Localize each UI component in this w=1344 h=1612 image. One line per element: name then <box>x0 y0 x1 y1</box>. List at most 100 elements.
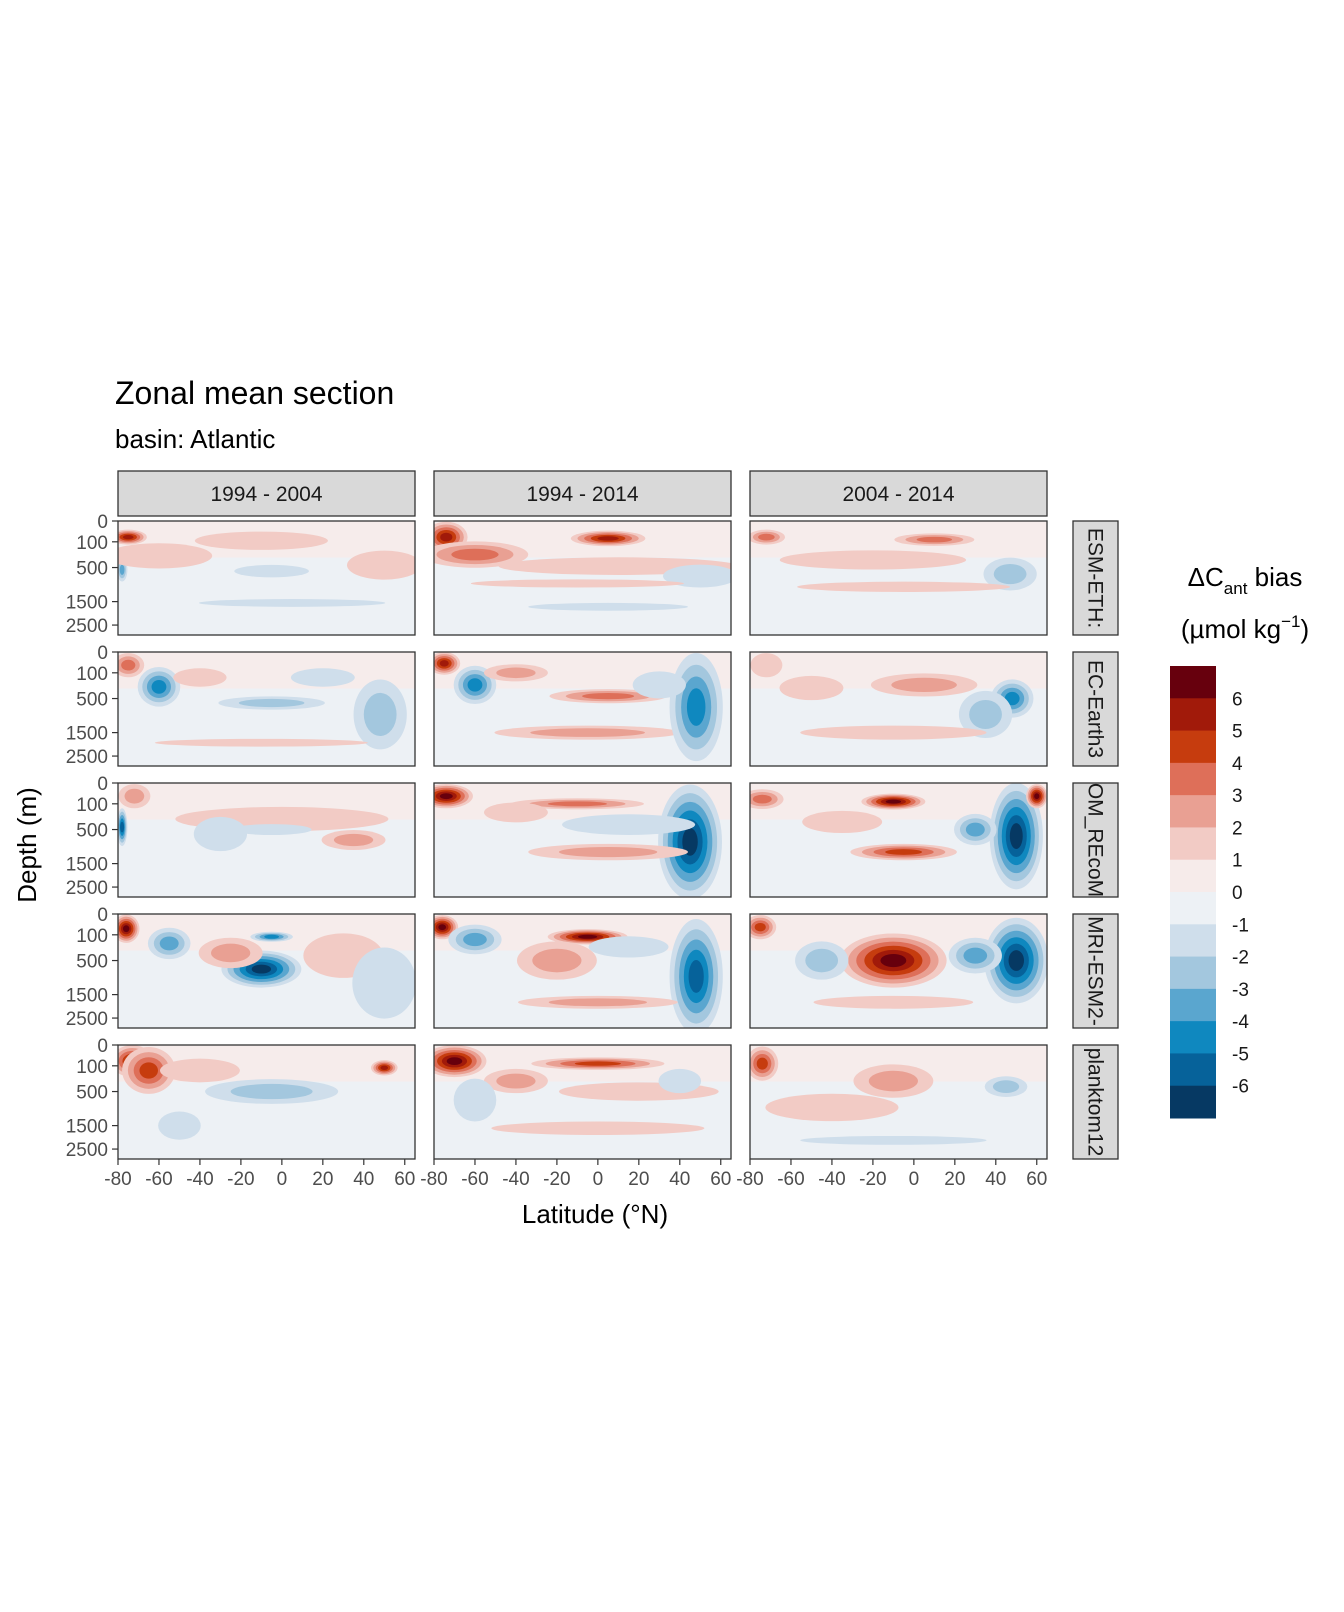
row-strip-label: MRI-ESM2- <box>1084 916 1107 1026</box>
anomaly-3 <box>510 798 644 810</box>
x-tick-label: -80 <box>104 1169 131 1190</box>
anomaly-0 <box>118 529 147 545</box>
anomaly-0 <box>434 652 461 675</box>
y-tick-label: 100 <box>76 533 108 554</box>
legend-swatch <box>1170 1053 1216 1087</box>
panel-border <box>117 1044 416 1160</box>
x-tick-label: 0 <box>277 1169 288 1190</box>
legend-swatch <box>1170 1085 1216 1119</box>
anomaly-3 <box>516 941 597 980</box>
anomaly-2 <box>779 550 967 570</box>
anomaly-2 <box>483 1068 548 1094</box>
contour-level <box>159 1058 240 1083</box>
legend-label: -3 <box>1232 980 1249 1001</box>
legend-label: 6 <box>1232 689 1243 710</box>
contour-level <box>118 543 213 569</box>
contour-level <box>582 693 635 700</box>
panel-r4-c0 <box>118 1045 415 1159</box>
column-strip: 2004 - 2014 <box>749 470 1048 517</box>
contour-level <box>440 532 453 542</box>
contour-level <box>880 953 907 968</box>
contour-level <box>632 671 686 699</box>
anomaly-4 <box>198 937 263 969</box>
contour-level <box>122 925 130 933</box>
x-tick-label: -20 <box>859 1169 886 1190</box>
contour-level <box>483 802 548 823</box>
legend-unit: (µmol kg−1) <box>1181 612 1309 644</box>
panel-r1-c2 <box>750 652 1047 766</box>
contour-level <box>154 738 368 747</box>
y-tick-label: 0 <box>97 643 108 664</box>
anomaly-2 <box>218 696 325 710</box>
contour-level <box>234 564 309 578</box>
x-tick-label: 40 <box>985 1169 1006 1190</box>
x-axis-label: Latitude (°N) <box>522 1199 668 1229</box>
y-tick-label: 2500 <box>66 878 108 899</box>
contour-level <box>688 960 704 993</box>
legend-label: -2 <box>1232 948 1249 969</box>
x-tick-label: 0 <box>593 1169 604 1190</box>
contour-level <box>992 1080 1020 1093</box>
legend-label: 0 <box>1232 883 1243 904</box>
anomaly-4 <box>159 1058 240 1083</box>
panel-border <box>749 913 1048 1029</box>
anomaly-1 <box>570 530 646 547</box>
contour-level <box>173 668 227 687</box>
anomaly-3 <box>173 668 227 687</box>
panel-r3-c1 <box>434 914 731 1028</box>
x-tick-label: 0 <box>909 1169 920 1190</box>
panel-border <box>433 782 732 898</box>
strip-box <box>1072 913 1119 1029</box>
legend-unit-main: (µmol kg <box>1181 614 1281 644</box>
contour-level <box>159 936 179 951</box>
legend-title-suffix: bias <box>1247 562 1302 592</box>
row-strip: planktom12 <box>1072 1044 1119 1160</box>
contour-level <box>121 659 136 671</box>
anomaly-3 <box>147 927 191 960</box>
anomaly-5 <box>517 995 678 1009</box>
panel-border <box>433 520 732 636</box>
x-tick-label: -60 <box>777 1169 804 1190</box>
anomaly-4 <box>669 652 723 762</box>
contour-level <box>993 563 1027 585</box>
contour-level <box>451 548 499 561</box>
anomaly-6 <box>491 1121 705 1136</box>
facet-strips: 1994 - 2004 1994 - 2014 2004 - 2014 ESM-ETH… <box>117 470 1119 1160</box>
y-tick-label: 0 <box>97 905 108 926</box>
panel-border <box>433 651 732 767</box>
legend-label: -1 <box>1232 915 1249 936</box>
contour-level <box>363 692 397 736</box>
x-tick-label: 60 <box>394 1169 415 1190</box>
strip-box <box>749 470 1048 517</box>
y-tick-label: 2500 <box>66 1140 108 1161</box>
anomaly-6 <box>352 947 415 1019</box>
contour-level <box>439 660 449 667</box>
column-strip: 1994 - 2004 <box>117 470 416 517</box>
panel-r3-c2 <box>750 914 1047 1028</box>
y-tick-label: 1500 <box>66 593 108 614</box>
contour-level <box>797 581 1011 592</box>
contour-level <box>238 698 305 708</box>
y-tick-label: 0 <box>97 774 108 795</box>
y-tick-label: 0 <box>97 1036 108 1057</box>
panel-r0-c2 <box>750 521 1047 635</box>
contour-level <box>963 947 988 964</box>
y-tick-label: 1500 <box>66 1117 108 1138</box>
legend-label: -6 <box>1232 1077 1249 1098</box>
contour-level <box>802 810 883 834</box>
contour-level <box>663 564 731 588</box>
contour-level <box>439 793 453 800</box>
anomaly-3 <box>861 793 926 810</box>
contour-level <box>1009 823 1023 849</box>
legend-unit-suffix: ) <box>1300 614 1309 644</box>
contour-level <box>193 816 248 852</box>
y-tick-label: 2500 <box>66 747 108 768</box>
contour-level <box>682 827 698 856</box>
anomaly-4 <box>658 1068 702 1094</box>
legend-label: 5 <box>1232 722 1243 743</box>
contour-level <box>210 943 251 963</box>
contour-level <box>438 924 447 931</box>
anomaly-0 <box>434 1045 487 1078</box>
anomaly-4 <box>231 824 312 836</box>
contour-level <box>470 579 684 588</box>
